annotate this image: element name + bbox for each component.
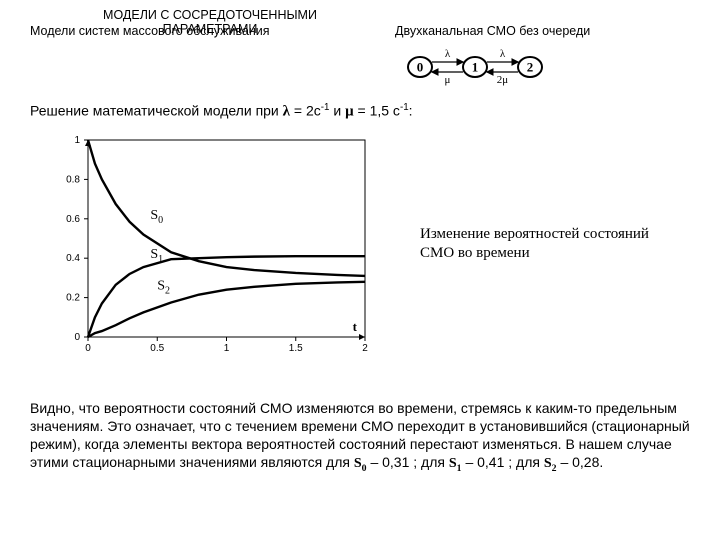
probability-chart: 00.511.5200.20.40.60.81tS0S1S2 [40,130,375,365]
mu-symbol: μ [345,104,354,120]
para-v2: – 0,28. [560,454,603,470]
svg-text:0: 0 [74,332,80,343]
sol-prefix: Решение математической модели при [30,103,283,119]
svg-text:μ: μ [445,74,451,86]
para-s2: S [544,456,552,471]
svg-text:0.4: 0.4 [66,253,80,264]
svg-text:2μ: 2μ [497,74,509,86]
birth-death-diagram: 0 1 2 λ μ λ 2μ [405,42,605,92]
solution-sentence: Решение математической модели при λ = 2с… [30,102,413,121]
para-s1: S [449,456,457,471]
mu-exp: -1 [400,102,409,113]
mu-value: = 1,5 с [358,103,400,119]
lambda-value: = 2с [294,103,321,119]
svg-text:2: 2 [527,60,534,75]
svg-text:1: 1 [74,135,80,146]
svg-text:0: 0 [85,343,91,354]
svg-text:1.5: 1.5 [289,343,303,354]
svg-text:0.2: 0.2 [66,293,80,304]
svg-text:1: 1 [472,60,479,75]
svg-text:2: 2 [362,343,368,354]
svg-text:1: 1 [224,343,230,354]
para-s0: S [354,456,362,471]
header-subtitle: Модели систем массового обслуживания [30,24,270,38]
lambda-symbol: λ [283,104,290,120]
para-v0: – 0,31 ; для [370,454,448,470]
svg-text:λ: λ [500,48,506,60]
svg-text:S0: S0 [150,208,163,226]
svg-text:0.8: 0.8 [66,174,80,185]
para-v1: – 0,41 ; для [465,454,543,470]
sol-mid: и [333,103,345,119]
svg-text:S2: S2 [157,279,170,297]
svg-text:0.6: 0.6 [66,214,80,225]
svg-text:λ: λ [445,48,451,60]
svg-text:0: 0 [417,60,424,75]
chart-caption: Изменение вероятностей состояний СМО во … [420,225,670,263]
lambda-exp: -1 [321,102,330,113]
para-s2-sub: 2 [552,463,557,474]
para-s1-sub: 1 [457,463,462,474]
para-s0-sub: 0 [362,463,367,474]
svg-text:t: t [353,319,358,334]
svg-text:0.5: 0.5 [150,343,164,354]
header-right: Двухканальная СМО без очереди [395,24,590,38]
sol-suffix: : [409,103,413,119]
conclusion-paragraph: Видно, что вероятности состояний СМО изм… [30,400,690,475]
